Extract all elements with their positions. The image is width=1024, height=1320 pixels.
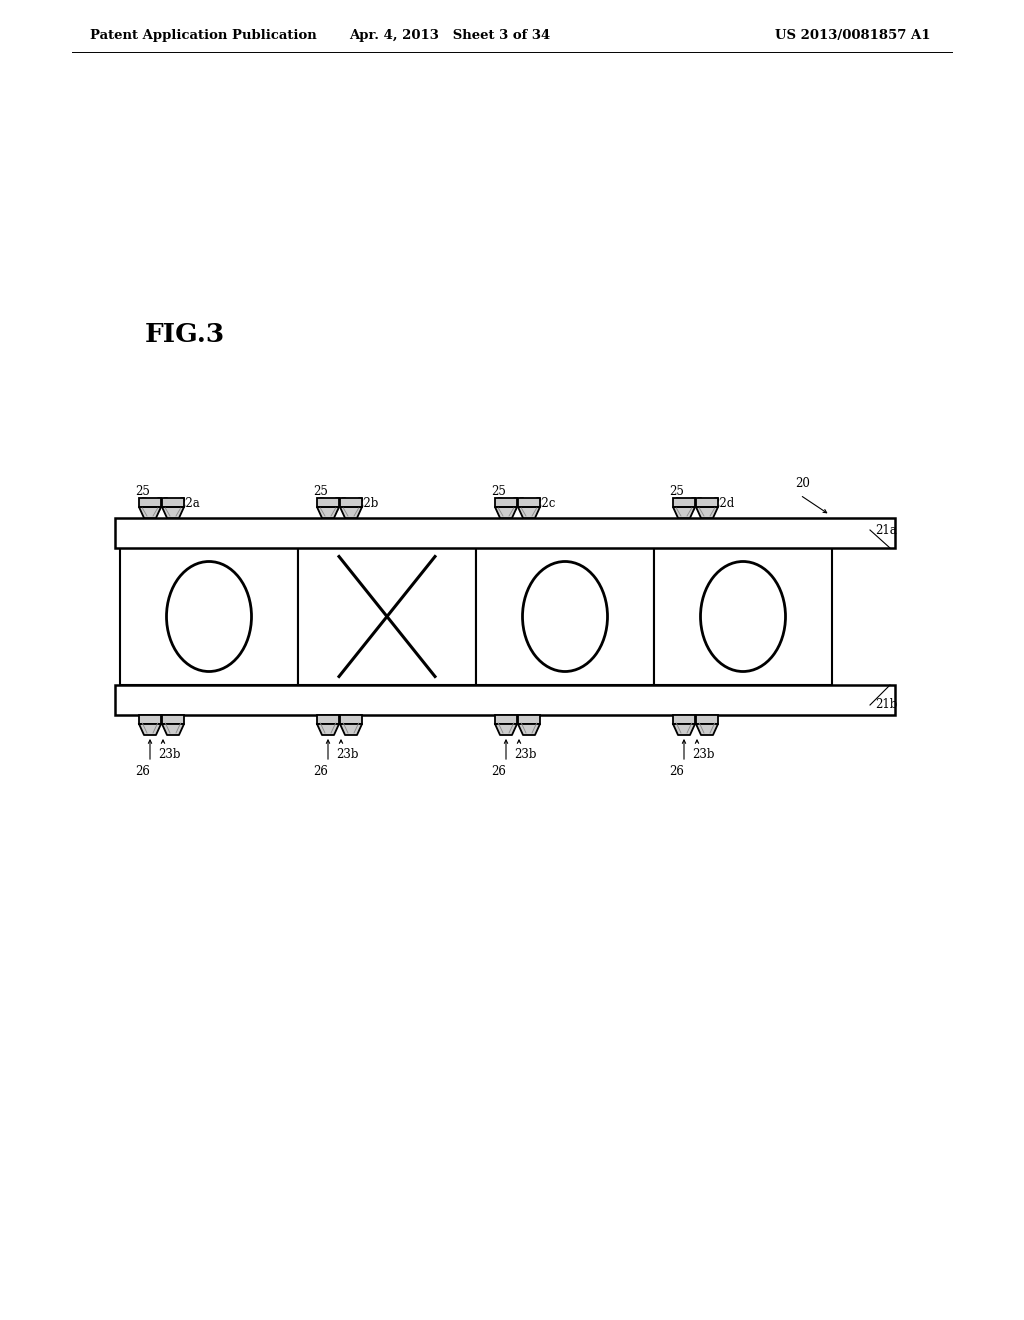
Text: 22d: 22d xyxy=(712,498,734,510)
Polygon shape xyxy=(518,723,540,735)
Polygon shape xyxy=(317,507,339,517)
Text: 25: 25 xyxy=(669,484,684,498)
Bar xyxy=(115,517,895,548)
Text: 26: 26 xyxy=(313,766,328,777)
Text: 23b: 23b xyxy=(336,748,358,762)
Polygon shape xyxy=(495,507,517,517)
Polygon shape xyxy=(162,723,184,735)
Bar xyxy=(518,715,540,723)
Bar xyxy=(340,498,362,507)
Bar xyxy=(340,715,362,723)
Text: 23a: 23a xyxy=(511,498,532,510)
Polygon shape xyxy=(340,507,362,517)
Bar xyxy=(120,548,298,685)
Bar xyxy=(317,715,339,723)
Text: 21a: 21a xyxy=(874,524,897,536)
Bar xyxy=(696,498,718,507)
Bar xyxy=(495,715,517,723)
Ellipse shape xyxy=(700,561,785,672)
Text: FIG.3: FIG.3 xyxy=(145,322,225,347)
Polygon shape xyxy=(673,723,695,735)
Text: Apr. 4, 2013   Sheet 3 of 34: Apr. 4, 2013 Sheet 3 of 34 xyxy=(349,29,551,41)
Polygon shape xyxy=(518,507,540,517)
Polygon shape xyxy=(340,723,362,735)
Bar xyxy=(654,548,831,685)
Text: 25: 25 xyxy=(313,484,328,498)
Ellipse shape xyxy=(522,561,607,672)
Bar xyxy=(495,498,517,507)
Text: 25: 25 xyxy=(490,484,506,498)
Polygon shape xyxy=(139,723,161,735)
Bar xyxy=(298,548,476,685)
Bar xyxy=(696,715,718,723)
Bar xyxy=(162,715,184,723)
Polygon shape xyxy=(162,507,184,517)
Polygon shape xyxy=(495,723,517,735)
Text: 20: 20 xyxy=(795,477,810,490)
Bar xyxy=(115,685,895,715)
Text: 23b: 23b xyxy=(514,748,537,762)
Polygon shape xyxy=(673,507,695,517)
Text: Patent Application Publication: Patent Application Publication xyxy=(90,29,316,41)
Text: 25: 25 xyxy=(135,484,150,498)
Bar xyxy=(317,498,339,507)
Text: 26: 26 xyxy=(669,766,684,777)
Text: 23b: 23b xyxy=(692,748,715,762)
Polygon shape xyxy=(317,723,339,735)
Text: 23a: 23a xyxy=(689,498,711,510)
Bar xyxy=(476,548,654,685)
Ellipse shape xyxy=(167,561,252,672)
Text: 23b: 23b xyxy=(158,748,180,762)
Bar xyxy=(673,498,695,507)
Polygon shape xyxy=(696,507,718,517)
Text: 21b: 21b xyxy=(874,698,897,711)
Polygon shape xyxy=(696,723,718,735)
Text: 26: 26 xyxy=(135,766,150,777)
Text: 22b: 22b xyxy=(356,498,379,510)
Text: 23a: 23a xyxy=(155,498,177,510)
Bar xyxy=(139,498,161,507)
Bar xyxy=(139,715,161,723)
Text: 23a: 23a xyxy=(333,498,355,510)
Bar xyxy=(518,498,540,507)
Polygon shape xyxy=(139,507,161,517)
Bar xyxy=(673,715,695,723)
Bar xyxy=(162,498,184,507)
Text: 26: 26 xyxy=(490,766,506,777)
Text: 22c: 22c xyxy=(534,498,555,510)
Text: US 2013/0081857 A1: US 2013/0081857 A1 xyxy=(774,29,930,41)
Text: 22a: 22a xyxy=(178,498,200,510)
